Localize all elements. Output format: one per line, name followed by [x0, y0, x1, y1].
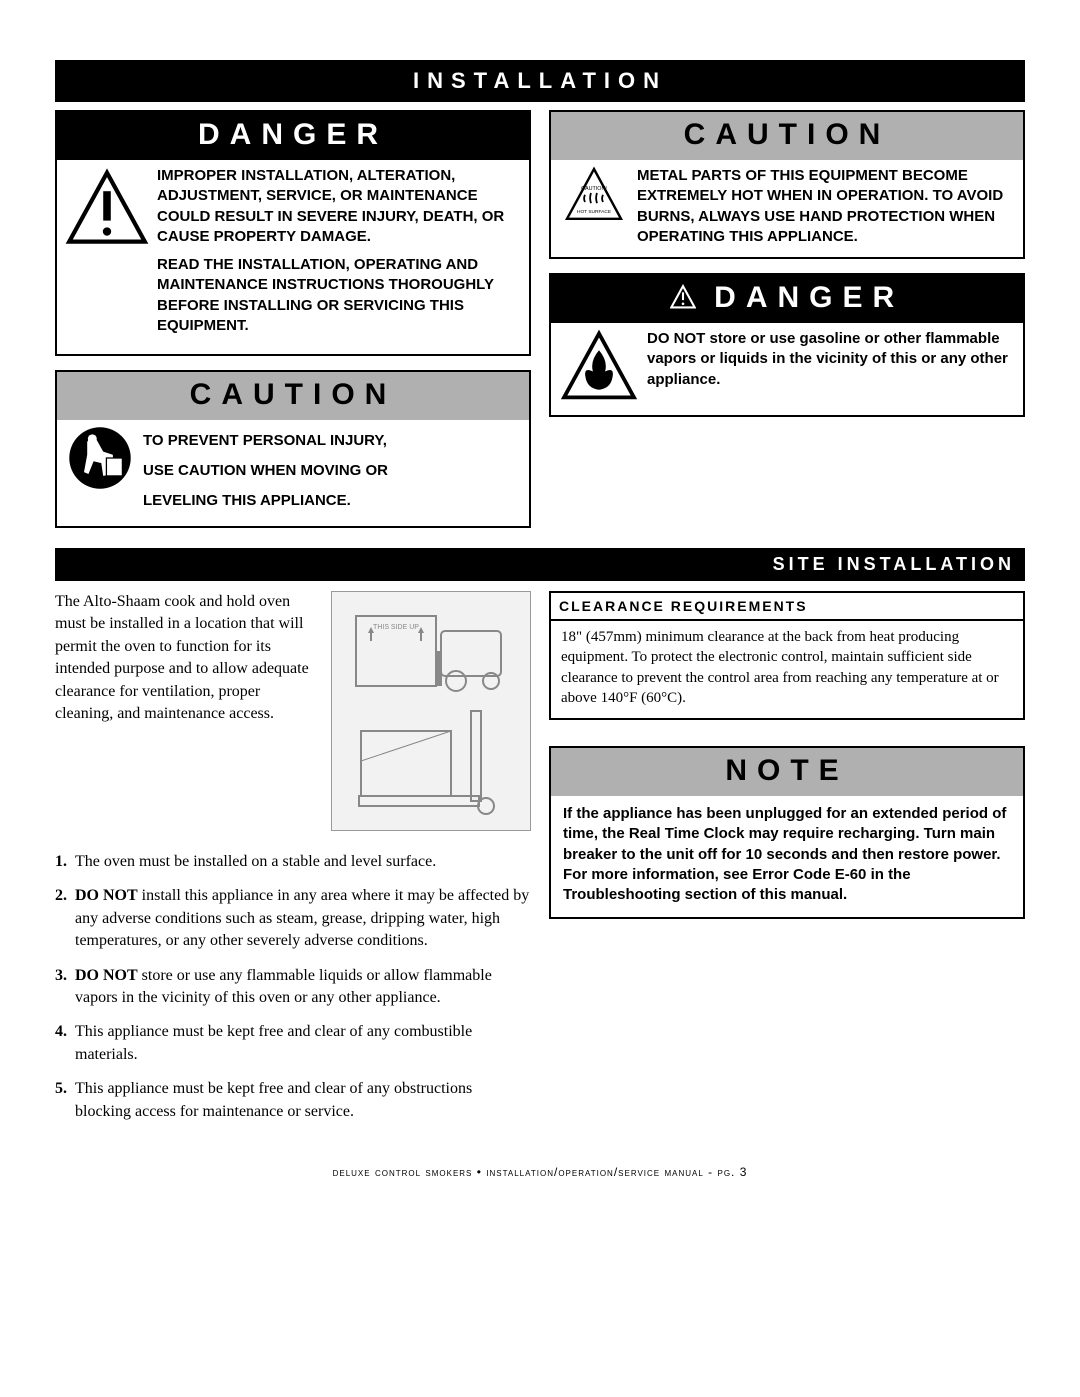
flame-icon [559, 329, 639, 405]
intro-paragraph: The Alto-Shaam cook and hold oven must b… [55, 591, 317, 831]
svg-text:CAUTION!: CAUTION! [581, 186, 607, 192]
danger-box: DANGER IMPROPER INSTALLATION, ALTERATION… [55, 110, 531, 356]
list-item: DO NOT store or use any flammable liquid… [55, 965, 531, 1010]
list-item: DO NOT install this appliance in any are… [55, 885, 531, 952]
caution-moving-box: CAUTION TO PREVENT PERSONAL INJURY, USE … [55, 370, 531, 528]
clearance-box: CLEARANCE REQUIREMENTS 18" (457mm) minim… [549, 591, 1025, 720]
section-header: INSTALLATION [55, 60, 1025, 102]
note-header: NOTE [551, 748, 1023, 796]
forklift-illustration: THIS SIDE UP [331, 591, 531, 831]
caution-moving-text: TO PREVENT PERSONAL INJURY, USE CAUTION … [143, 426, 519, 516]
content-row: The Alto-Shaam cook and hold oven must b… [55, 591, 1025, 1135]
warning-row: DANGER IMPROPER INSTALLATION, ALTERATION… [55, 110, 1025, 542]
lifting-icon [65, 426, 135, 490]
right-column-top: CAUTION CAUTION! HOT SURFACE METAL PARTS… [549, 110, 1025, 542]
caution-hot-text: METAL PARTS OF THIS EQUIPMENT BECOME EXT… [637, 166, 1013, 247]
caution-header: CAUTION [57, 372, 529, 420]
caution-hot-box: CAUTION CAUTION! HOT SURFACE METAL PARTS… [549, 110, 1025, 259]
clearance-header: CLEARANCE REQUIREMENTS [551, 593, 1023, 621]
right-content: CLEARANCE REQUIREMENTS 18" (457mm) minim… [549, 591, 1025, 1135]
list-item: The oven must be installed on a stable a… [55, 851, 531, 873]
svg-text:HOT SURFACE: HOT SURFACE [577, 209, 611, 215]
clearance-body: 18" (457mm) minimum clearance at the bac… [551, 621, 1023, 718]
page-footer: deluxe control smokers • installation/op… [55, 1165, 1025, 1179]
note-box: NOTE If the appliance has been unplugged… [549, 746, 1025, 919]
site-installation-header: SITE INSTALLATION [55, 548, 1025, 581]
warning-triangle-icon [65, 166, 149, 250]
danger-text: IMPROPER INSTALLATION, ALTERATION, ADJUS… [157, 166, 519, 344]
list-item: This appliance must be kept free and cle… [55, 1078, 531, 1123]
left-column: DANGER IMPROPER INSTALLATION, ALTERATION… [55, 110, 531, 542]
caution-hot-header: CAUTION [551, 112, 1023, 160]
danger-flammable-text: DO NOT store or use gasoline or other fl… [647, 329, 1013, 390]
svg-text:THIS SIDE UP: THIS SIDE UP [373, 624, 419, 631]
installation-list: The oven must be installed on a stable a… [55, 851, 531, 1123]
left-content: The Alto-Shaam cook and hold oven must b… [55, 591, 531, 1135]
hot-surface-icon: CAUTION! HOT SURFACE [559, 166, 629, 226]
note-body: If the appliance has been unplugged for … [551, 796, 1023, 917]
danger-header: DANGER [57, 112, 529, 160]
danger-flammable-box: DANGER DO NOT store or use gasoline or o… [549, 273, 1025, 417]
danger-flammable-header: DANGER [551, 275, 1023, 323]
list-item: This appliance must be kept free and cle… [55, 1021, 531, 1066]
